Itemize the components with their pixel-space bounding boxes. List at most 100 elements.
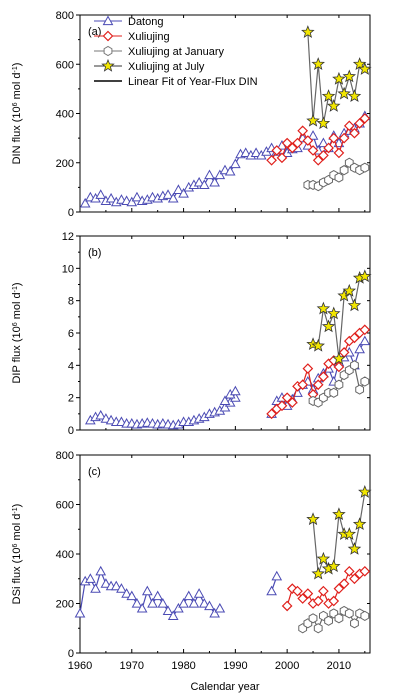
data-point (302, 588, 314, 599)
panel-dip: 0 2 4 6 8 10 12 (b) DIP flux (106 mol d-1) (11, 231, 372, 437)
data-point (338, 578, 350, 590)
data-point (333, 147, 345, 159)
data-point (173, 602, 184, 613)
data-point (359, 324, 371, 336)
data-point (347, 298, 362, 312)
data-point (337, 86, 351, 100)
data-point (302, 363, 314, 374)
legend-entry: Xuliujing at July (128, 61, 205, 73)
data-point (162, 605, 174, 616)
data-point (100, 578, 112, 588)
data-point (105, 192, 117, 203)
data-point (281, 137, 293, 149)
legend-entry: Xuliujing at January (128, 46, 225, 58)
data-point (312, 379, 324, 391)
legend-entry: Linear Fit of Year-Flux DIN (128, 76, 258, 88)
data-point (318, 137, 329, 148)
data-point (95, 409, 107, 420)
y-tick-label: 200 (56, 158, 74, 170)
data-point (85, 573, 96, 583)
y-tick-label: 800 (56, 450, 74, 462)
data-point (342, 69, 357, 83)
data-point (110, 580, 122, 591)
data-point (339, 165, 349, 176)
series-line (79, 569, 221, 617)
data-point (214, 602, 226, 613)
data-point (307, 145, 319, 156)
data-point (334, 613, 344, 624)
data-point (79, 197, 91, 208)
y-axis-label: DSi flux (106 mol d-1) (11, 504, 23, 605)
data-point (308, 613, 318, 624)
data-point (323, 142, 334, 154)
data-point (321, 89, 336, 103)
data-point (204, 600, 215, 611)
data-point (358, 485, 372, 498)
y-tick-label: 8 (68, 296, 74, 308)
data-point (230, 385, 241, 396)
y-tick-label: 12 (62, 231, 74, 243)
data-point (352, 517, 367, 531)
data-point (333, 137, 345, 148)
x-tick-label: 2010 (327, 660, 351, 672)
data-point (271, 570, 283, 581)
data-point (352, 57, 367, 70)
data-point (349, 127, 360, 139)
data-point (307, 130, 319, 140)
data-point (311, 57, 325, 70)
data-point (332, 507, 346, 521)
legend-marker (101, 58, 115, 72)
data-point (178, 597, 189, 608)
data-point (141, 585, 153, 596)
data-point (311, 338, 325, 352)
data-point (281, 600, 293, 612)
x-tick-label: 1970 (120, 660, 144, 672)
data-point (338, 132, 350, 144)
x-tick-label: 1960 (68, 660, 92, 672)
y-tick-label: 600 (56, 500, 74, 512)
data-point (334, 172, 344, 183)
data-point (193, 176, 205, 187)
data-point (240, 147, 252, 157)
data-point (312, 595, 324, 607)
data-point (126, 590, 138, 601)
data-point (342, 527, 357, 540)
series-line (286, 570, 366, 607)
data-point (266, 154, 277, 166)
data-point (167, 610, 179, 620)
y-tick-label: 0 (68, 648, 74, 660)
data-point (250, 147, 262, 157)
data-point (332, 71, 346, 85)
data-point (198, 597, 210, 608)
data-point (193, 588, 205, 598)
x-tick-label: 2000 (275, 660, 299, 672)
data-point (162, 189, 174, 199)
data-point (173, 184, 184, 194)
panel-tag: (b) (88, 247, 101, 259)
data-point (333, 361, 345, 373)
data-point (157, 597, 169, 608)
data-point (131, 597, 143, 608)
data-point (204, 169, 215, 180)
y-tick-label: 6 (68, 328, 74, 340)
data-point (316, 301, 331, 315)
data-point (347, 541, 362, 555)
legend-marker (103, 45, 113, 57)
data-point (329, 387, 339, 398)
y-tick-label: 4 (68, 360, 74, 372)
data-point (292, 585, 303, 597)
x-tick-label: 1980 (171, 660, 195, 672)
y-tick-label: 600 (56, 59, 74, 71)
data-point (312, 154, 324, 166)
data-point (328, 132, 340, 144)
data-point (306, 512, 320, 526)
y-tick-label: 0 (68, 207, 74, 219)
data-point (355, 384, 365, 395)
data-point (359, 565, 371, 577)
data-point (349, 573, 360, 585)
panel-tag: (c) (88, 466, 101, 478)
panel-tag: (a) (88, 26, 101, 38)
data-point (136, 602, 148, 613)
data-point (318, 371, 329, 382)
